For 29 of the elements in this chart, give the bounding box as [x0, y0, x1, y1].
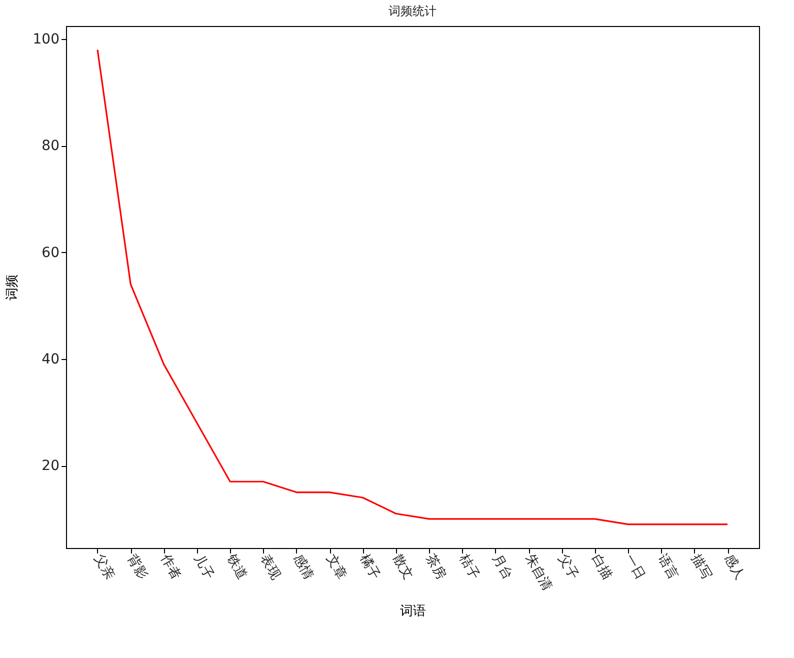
x-tick-label: 感情: [290, 552, 316, 582]
x-tick-label: 表现: [256, 552, 283, 582]
y-tick-label: 60: [42, 244, 60, 261]
x-tick-label: 作者: [156, 551, 184, 582]
x-tick-label: 朱自清: [522, 552, 555, 594]
x-tick-label: 语言: [654, 552, 682, 582]
x-tick-label: 橘子: [356, 552, 382, 582]
x-tick-label: 儿子: [190, 552, 217, 582]
x-tick-label: 铁道: [223, 551, 250, 582]
x-tick-label: 背影: [124, 552, 150, 582]
x-tick-label: 散文: [389, 552, 416, 582]
x-tick-label: 白描: [588, 552, 614, 582]
x-tick-label: 月台: [488, 552, 515, 582]
x-tick-label: 桔子: [455, 551, 482, 582]
y-tick-label: 20: [42, 458, 60, 474]
x-tick-label: 父子: [555, 552, 582, 582]
y-tick-label: 100: [32, 32, 60, 48]
x-axis-title: 词语: [400, 604, 426, 619]
x-tick-label: 描写: [688, 552, 714, 582]
y-tick-label: 40: [42, 351, 60, 368]
x-tick-label: 父亲: [91, 552, 118, 582]
x-tick-label: 感人: [721, 552, 748, 582]
line-series: [96, 48, 728, 526]
x-tick-label: 茶房: [422, 552, 450, 582]
chart-title: 词频统计: [388, 4, 436, 18]
y-tick-label: 80: [42, 138, 60, 154]
x-tick-label: 文章: [323, 552, 350, 582]
x-tick-label: 一日: [622, 552, 648, 582]
y-axis-title: 词频: [4, 274, 20, 300]
